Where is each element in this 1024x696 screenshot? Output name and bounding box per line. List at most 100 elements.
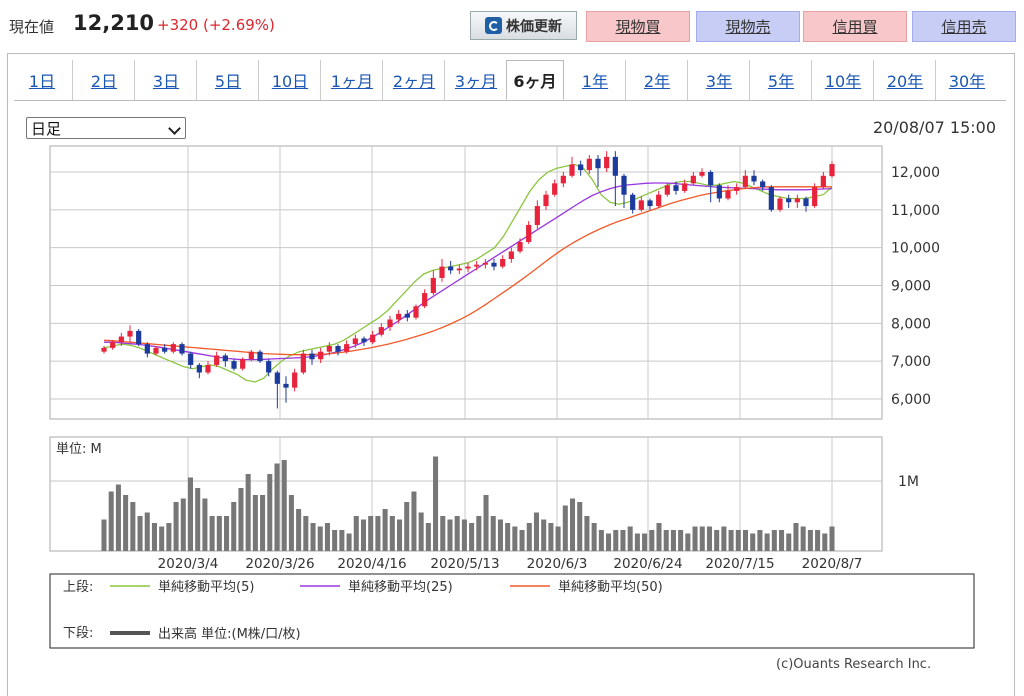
y-tick-label: 9,000 bbox=[891, 278, 931, 294]
volume-bar bbox=[454, 516, 460, 551]
candle-body bbox=[829, 164, 835, 177]
volume-bar bbox=[166, 523, 172, 551]
volume-bar bbox=[195, 488, 201, 551]
volume-bar bbox=[267, 474, 273, 551]
x-tick-label: 2020/6/3 bbox=[527, 556, 588, 572]
candle-body bbox=[274, 372, 280, 384]
candle-body bbox=[552, 183, 558, 195]
tab-5d[interactable]: 5日 bbox=[196, 60, 259, 100]
candle-body bbox=[569, 164, 575, 176]
legend-label-1: 単純移動平均(5) bbox=[158, 579, 254, 595]
margin-buy-button[interactable]: 信用買 bbox=[803, 11, 907, 42]
candle-body bbox=[820, 175, 826, 188]
volume-bar bbox=[815, 530, 821, 551]
candle-body bbox=[578, 164, 584, 171]
y-tick-label: 8,000 bbox=[891, 316, 931, 332]
volume-bar bbox=[447, 519, 453, 551]
volume-bar bbox=[771, 530, 777, 551]
candle-body bbox=[387, 319, 393, 328]
margin-sell-button[interactable]: 信用売 bbox=[912, 11, 1016, 42]
volume-bar bbox=[678, 530, 684, 551]
candle-body bbox=[292, 372, 298, 388]
tab-6m[interactable]: 6ヶ月 bbox=[506, 60, 564, 100]
volume-bar bbox=[779, 530, 785, 551]
tab-1m[interactable]: 1ヶ月 bbox=[320, 60, 383, 100]
candle-body bbox=[136, 330, 142, 345]
volume-tick-label: 1M bbox=[898, 474, 919, 490]
volume-bar bbox=[786, 533, 792, 551]
candle-body bbox=[690, 175, 696, 184]
candle-body bbox=[448, 266, 454, 271]
x-tick-label: 2020/3/4 bbox=[158, 556, 219, 572]
cash-sell-button[interactable]: 現物売 bbox=[696, 11, 800, 42]
x-tick-label: 2020/7/15 bbox=[705, 556, 774, 572]
period-select[interactable]: 日足 bbox=[26, 117, 186, 139]
legend-label-volume: 出来高 単位:(M株/口/枚) bbox=[158, 626, 301, 642]
volume-bar bbox=[411, 491, 417, 551]
candle-body bbox=[647, 200, 653, 207]
candle-body bbox=[673, 185, 679, 191]
volume-bar bbox=[382, 509, 388, 551]
volume-bar bbox=[490, 516, 496, 551]
candle-body bbox=[491, 262, 497, 267]
volume-bar bbox=[260, 495, 266, 551]
candle-body bbox=[708, 172, 714, 186]
volume-bar bbox=[548, 523, 554, 551]
cash-buy-button[interactable]: 現物買 bbox=[586, 11, 690, 42]
price-plot-area bbox=[49, 145, 883, 420]
candle-body bbox=[214, 355, 220, 365]
volume-bar bbox=[397, 519, 403, 551]
tab-5y[interactable]: 5年 bbox=[749, 60, 812, 100]
candle-body bbox=[335, 346, 341, 352]
candle-body bbox=[456, 268, 462, 271]
volume-bar bbox=[505, 523, 511, 551]
volume-bar bbox=[137, 516, 143, 551]
volume-bar bbox=[144, 512, 150, 551]
volume-bar bbox=[526, 523, 532, 551]
tab-2d[interactable]: 2日 bbox=[72, 60, 135, 100]
tab-20y[interactable]: 20年 bbox=[873, 60, 936, 100]
candle-body bbox=[612, 156, 618, 176]
candle-body bbox=[682, 183, 688, 191]
x-tick-label: 2020/6/24 bbox=[613, 556, 682, 572]
tab-10d[interactable]: 10日 bbox=[258, 60, 321, 100]
candle-body bbox=[500, 259, 506, 267]
tab-3d[interactable]: 3日 bbox=[134, 60, 197, 100]
tab-3y[interactable]: 3年 bbox=[687, 60, 750, 100]
candle-body bbox=[162, 347, 168, 352]
volume-bar bbox=[598, 530, 604, 551]
candle-body bbox=[439, 266, 445, 278]
tab-3m[interactable]: 3ヶ月 bbox=[444, 60, 507, 100]
volume-bar bbox=[310, 523, 316, 551]
volume-bar bbox=[642, 533, 648, 551]
candle-body bbox=[118, 336, 124, 343]
candle-body bbox=[318, 351, 324, 360]
tab-30y[interactable]: 30年 bbox=[935, 60, 998, 100]
volume-bar bbox=[483, 495, 489, 551]
refresh-price-button[interactable]: 株価更新 bbox=[470, 11, 577, 40]
candle-body bbox=[508, 251, 514, 260]
tab-1d[interactable]: 1日 bbox=[28, 72, 56, 91]
volume-bar bbox=[476, 516, 482, 551]
volume-bar bbox=[440, 516, 446, 551]
volume-bar bbox=[389, 516, 395, 551]
volume-bar bbox=[742, 530, 749, 551]
candle-body bbox=[638, 200, 644, 210]
tab-1y[interactable]: 1年 bbox=[581, 72, 609, 91]
tab-2y[interactable]: 2年 bbox=[625, 60, 688, 100]
candle-body bbox=[370, 334, 376, 343]
candle-body bbox=[326, 346, 332, 352]
volume-bar bbox=[497, 519, 503, 551]
volume-bar bbox=[360, 519, 367, 551]
candle-body bbox=[422, 293, 428, 307]
candle-body bbox=[231, 361, 237, 369]
candle-body bbox=[803, 198, 809, 207]
volume-bar bbox=[469, 523, 475, 551]
price-change: +320 (+2.69%) bbox=[157, 16, 275, 34]
candle-body bbox=[170, 344, 176, 352]
tab-2m[interactable]: 2ヶ月 bbox=[382, 60, 445, 100]
volume-bar bbox=[461, 519, 467, 551]
tab-10y[interactable]: 10年 bbox=[811, 60, 874, 100]
volume-bar bbox=[303, 516, 309, 551]
